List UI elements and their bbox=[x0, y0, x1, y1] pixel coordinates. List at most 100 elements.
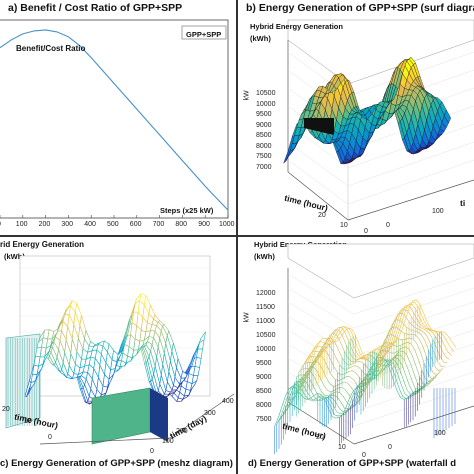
panel-d-gridline bbox=[287, 315, 355, 357]
meshz-cell bbox=[52, 328, 59, 339]
panel-d-gridline bbox=[353, 287, 474, 329]
surf-patch bbox=[283, 151, 291, 164]
meshz-diagram bbox=[5, 255, 235, 445]
panel-d-ztick-label: 10500 bbox=[256, 332, 276, 339]
panel-d-ztick-label: 10000 bbox=[256, 346, 276, 353]
panel-a-xtick-label: 100 bbox=[15, 221, 28, 228]
panel-c-ytick-label: 20 bbox=[2, 406, 10, 413]
panel-d-ztick-label: 12000 bbox=[256, 290, 276, 297]
panel-d-ytick-label: 20 bbox=[316, 434, 324, 441]
panel-c-floor-edge bbox=[150, 388, 168, 442]
panel-c-ztitle-2: (kWh) bbox=[4, 252, 25, 261]
panel-b-ytick-label: 0 bbox=[364, 228, 368, 235]
surf-patch bbox=[444, 109, 451, 124]
panel-b-title: b) Energy Generation of GPP+SPP (surf di… bbox=[246, 2, 474, 14]
panel-d-gridline bbox=[287, 343, 355, 385]
panel-b-ztick-label: 8500 bbox=[256, 132, 272, 139]
panel-a-legend: GPP+SPP bbox=[186, 30, 222, 39]
panel-d-ztick-label: 9000 bbox=[256, 374, 272, 381]
panel-b-zunit: kW bbox=[243, 90, 251, 101]
panel-d-gridline bbox=[287, 287, 355, 329]
panel-a-xtick-label: 200 bbox=[38, 221, 51, 228]
panel-d-gridline bbox=[353, 273, 474, 315]
panel-b-right-label: ti bbox=[460, 198, 466, 208]
panel-b-gridline bbox=[347, 141, 474, 187]
panel-c-floor-block bbox=[91, 387, 151, 445]
vertical-divider bbox=[236, 0, 238, 474]
panel-d-x-axis bbox=[353, 405, 474, 445]
panel-b-gridline bbox=[287, 159, 349, 205]
panel-d-ztick-label: 8500 bbox=[256, 388, 272, 395]
panel-c-xtick-label: 400 bbox=[222, 398, 234, 405]
panel-a-xtick-label: 400 bbox=[84, 221, 96, 228]
panel-a-xtick-label: 800 bbox=[175, 221, 188, 228]
panel-b-ztick-label: 9500 bbox=[256, 111, 272, 118]
panel-b-side-wall bbox=[304, 118, 334, 135]
panel-d-ztick-label: 11000 bbox=[256, 318, 275, 325]
panel-b-ztick-label: 7500 bbox=[256, 153, 272, 160]
panel-b-x-axis bbox=[347, 179, 474, 221]
panel-a-xlabel: Steps (x25 kW) bbox=[160, 206, 214, 215]
panel-c-title: c) Energy Generation of GPP+SPP (meshz d… bbox=[0, 458, 233, 469]
panel-b-ytick-label: 20 bbox=[318, 212, 326, 219]
waterfall-diagram bbox=[274, 243, 474, 455]
panel-d-ztick-label: 11500 bbox=[256, 304, 275, 311]
waterfall-curve bbox=[311, 299, 457, 363]
panel-d-gridline bbox=[287, 301, 355, 343]
panel-a: a) Benefit / Cost Ratio of GPP+SPP GPP+S… bbox=[0, 0, 236, 235]
panel-a-xtick-label: 500 bbox=[107, 221, 119, 228]
panel-d-gridline bbox=[287, 329, 355, 371]
panel-d-right-tick-label: 0 bbox=[388, 444, 392, 451]
panel-a-xtick-label: 300 bbox=[61, 221, 74, 228]
panel-b-right-tick-label: 100 bbox=[432, 208, 444, 215]
panel-b-y-axis bbox=[287, 171, 349, 221]
panel-b-ztitle-2: (kWh) bbox=[250, 34, 271, 43]
surf-diagram bbox=[283, 19, 474, 221]
panel-a-xtick-label: 700 bbox=[152, 221, 165, 228]
panel-a-legend-box bbox=[181, 25, 227, 40]
panel-d-gridline bbox=[353, 357, 474, 399]
panel-d-back-wall bbox=[287, 243, 474, 299]
panel-a-xtick-label: 1000 bbox=[219, 221, 235, 228]
panel-b-gridline bbox=[287, 141, 349, 187]
panel-a-series-label: Benefit/Cost Ratio bbox=[16, 44, 86, 53]
panel-c-x-axis bbox=[39, 437, 171, 445]
panel-c-day-axis bbox=[169, 393, 235, 439]
panel-b-ztick-label: 7000 bbox=[256, 163, 272, 171]
panel-b-gridline bbox=[347, 159, 474, 205]
panel-c-xtick-label: 300 bbox=[204, 410, 216, 417]
panel-d-ztitle-2: (kWh) bbox=[254, 252, 275, 261]
panel-d: Hybrid Energy Generation (kWh) kW 120001… bbox=[238, 238, 474, 474]
panel-c-ytick-label: 10 bbox=[24, 418, 32, 425]
panel-d-ytick-label: 10 bbox=[338, 444, 346, 451]
panel-c-xtick-label: 100 bbox=[162, 438, 174, 445]
panel-b-ztick-label: 10500 bbox=[256, 90, 276, 97]
panel-d-gridline bbox=[353, 315, 474, 357]
panel-d-title: d) Energy Generation of GPP+SPP (waterfa… bbox=[248, 458, 457, 469]
panel-b-ztick-label: 9000 bbox=[256, 121, 272, 129]
panel-a-xtick-label: 0 bbox=[0, 221, 1, 228]
panel-c-curtain-left bbox=[5, 333, 41, 429]
waterfall-curve bbox=[305, 306, 450, 364]
panel-a-axes-box bbox=[0, 19, 229, 219]
benefit-cost-line bbox=[0, 29, 229, 211]
panel-b-ztitle-1: Hybrid Energy Generation bbox=[250, 22, 343, 31]
panel-d-ytick-label: 0 bbox=[362, 452, 366, 459]
panel-b-ztick-label: 10000 bbox=[256, 100, 276, 108]
meshz-cell bbox=[198, 331, 206, 344]
panel-d-gridline bbox=[353, 301, 474, 343]
benefit-cost-chart bbox=[0, 19, 229, 219]
panel-d-gridline bbox=[287, 273, 355, 315]
panel-b-right-tick-label: 0 bbox=[386, 222, 390, 229]
panel-a-xtick-label: 900 bbox=[198, 221, 210, 228]
panel-d-ztick-label: 9500 bbox=[256, 360, 272, 367]
waterfall-curve bbox=[294, 334, 439, 385]
panel-a-title: a) Benefit / Cost Ratio of GPP+SPP bbox=[8, 2, 183, 14]
panel-d-ztick-label: 7500 bbox=[256, 416, 272, 423]
panel-d-y-axis bbox=[287, 401, 355, 445]
panel-c-xtick-label: 200 bbox=[176, 428, 188, 435]
panel-a-xtick-label: 600 bbox=[129, 221, 142, 228]
panel-c-ytick-label: 0 bbox=[48, 434, 52, 441]
panel-b-ztick-label: 8000 bbox=[256, 142, 272, 150]
panel-d-zunit: kW bbox=[243, 312, 251, 323]
